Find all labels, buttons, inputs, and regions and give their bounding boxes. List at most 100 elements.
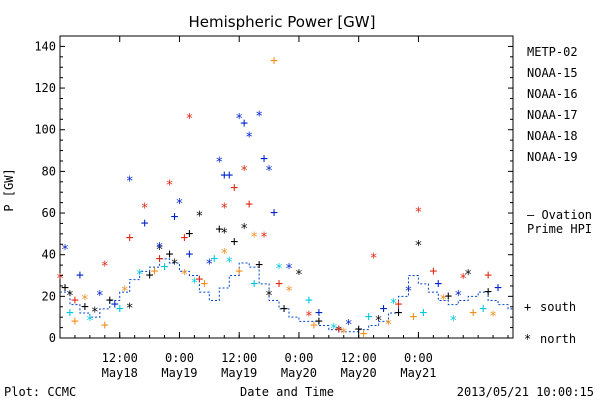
north-marker-symbol: * (524, 332, 531, 346)
data-point-noaa-15: * (265, 164, 273, 179)
data-point-noaa-16: * (86, 314, 94, 329)
timestamp: 2013/05/21 10:00:15 (457, 385, 594, 399)
x-tick-label-date: May19 (221, 366, 257, 380)
data-point-noaa-15: + (315, 306, 323, 321)
x-axis-label: Date and Time (240, 385, 334, 399)
data-point-noaa-19: + (245, 197, 253, 212)
data-point-metp-02: + (146, 268, 154, 283)
data-point-noaa-16: + (250, 276, 258, 291)
data-point-noaa-15: * (176, 197, 184, 212)
data-point-metp-02: * (240, 222, 248, 237)
data-point-noaa-19: * (220, 201, 228, 216)
y-tick-label: 120 (34, 81, 56, 95)
y-tick-label: 80 (42, 164, 56, 178)
data-point-noaa-15: * (345, 318, 353, 333)
plot-frame (59, 35, 514, 339)
north-marker-label: north (540, 332, 576, 346)
data-point-noaa-16: + (210, 251, 218, 266)
data-point-noaa-19: * (166, 178, 174, 193)
data-point-noaa-16: * (225, 256, 233, 271)
hemisphere-marker-legend: + south * north (524, 300, 576, 346)
data-point-noaa-15: * (255, 110, 263, 125)
data-point-noaa-15: + (220, 168, 228, 183)
data-point-noaa-15: * (235, 112, 243, 127)
ovation-legend-line1: — Ovation (527, 208, 592, 222)
data-point-metp-02: + (230, 235, 238, 250)
data-point-noaa-19: + (181, 231, 189, 246)
south-marker-symbol: + (524, 300, 531, 314)
data-point-noaa-18: + (410, 310, 418, 325)
data-point-noaa-15: + (380, 301, 388, 316)
data-point-noaa-18: * (340, 326, 348, 341)
chart-title: Hemispheric Power [GW] (189, 13, 376, 31)
data-point-noaa-19: + (71, 293, 79, 308)
x-tick-label-time: 0:00 (165, 351, 194, 365)
data-point-noaa-18: * (121, 285, 129, 300)
data-point-metp-02: + (444, 289, 452, 304)
data-point-metp-02: * (220, 226, 228, 241)
data-point-noaa-18: + (360, 326, 368, 341)
ovation-hpi-line (60, 258, 513, 333)
data-point-metp-02: * (415, 239, 423, 254)
y-tick-label: 100 (34, 123, 56, 137)
y-tick-label: 40 (42, 248, 56, 262)
data-point-noaa-16: + (419, 306, 427, 321)
data-point-noaa-15: * (96, 289, 104, 304)
data-point-metp-02: + (280, 301, 288, 316)
x-tick-label-date: May20 (341, 366, 377, 380)
legend-entry: NOAA-19 (527, 150, 578, 164)
data-point-noaa-16: * (330, 322, 338, 337)
y-tick-label: 140 (34, 39, 56, 53)
data-point-metp-02: + (215, 222, 223, 237)
ovation-legend: — Ovation Prime HPI (527, 208, 592, 236)
data-point-noaa-19: * (459, 272, 467, 287)
data-point-noaa-18: * (250, 231, 258, 246)
x-tick-label-time: 12:00 (341, 351, 377, 365)
data-point-noaa-18: + (270, 53, 278, 68)
x-tick-label-time: 0:00 (404, 351, 433, 365)
data-point-noaa-18: * (181, 268, 189, 283)
x-tick-label-time: 0:00 (284, 351, 313, 365)
data-point-noaa-19: + (156, 251, 164, 266)
data-point-noaa-15: * (454, 289, 462, 304)
data-point-noaa-18: + (101, 318, 109, 333)
data-point-metp-02: * (171, 258, 179, 273)
data-point-noaa-16: + (116, 301, 124, 316)
x-tick-label-date: May19 (161, 366, 197, 380)
data-point-noaa-15: * (285, 262, 293, 277)
y-tick-label: 20 (42, 289, 56, 303)
data-point-noaa-19: + (395, 297, 403, 312)
data-point-metp-02: * (195, 210, 203, 225)
data-point-noaa-16: + (305, 293, 313, 308)
data-point-noaa-16: * (190, 276, 198, 291)
data-point-noaa-18: * (385, 318, 393, 333)
data-point-noaa-15: + (494, 281, 502, 296)
data-point-metp-02: + (61, 281, 69, 296)
data-point-noaa-16: + (479, 301, 487, 316)
data-point-noaa-18: * (489, 310, 497, 325)
data-point-noaa-18: + (235, 264, 243, 279)
data-point-metp-02: * (91, 306, 99, 321)
data-point-noaa-15: + (240, 116, 248, 131)
ovation-legend-line2: Prime HPI (527, 222, 592, 236)
data-point-metp-02: + (355, 322, 363, 337)
data-point-noaa-19: + (484, 268, 492, 283)
data-point-noaa-15: * (245, 131, 253, 146)
data-point-metp-02: + (315, 314, 323, 329)
data-point-metp-02: * (375, 314, 383, 329)
data-point-metp-02: + (186, 226, 194, 241)
data-point-noaa-19: + (195, 272, 203, 287)
y-tick-label: 0 (49, 331, 56, 345)
x-tick-label-date: May20 (281, 366, 317, 380)
data-point-noaa-15: + (434, 276, 442, 291)
data-point-metp-02: * (156, 243, 164, 258)
data-point-noaa-18: + (71, 314, 79, 329)
data-point-noaa-15: + (76, 268, 84, 283)
data-point-noaa-15: + (260, 151, 268, 166)
data-point-noaa-16: + (66, 306, 74, 321)
x-tick-label-date: May21 (400, 366, 436, 380)
data-point-noaa-15: * (205, 258, 213, 273)
data-point-noaa-18: + (200, 276, 208, 291)
data-point-noaa-19: + (429, 264, 437, 279)
data-point-noaa-18: + (151, 264, 159, 279)
